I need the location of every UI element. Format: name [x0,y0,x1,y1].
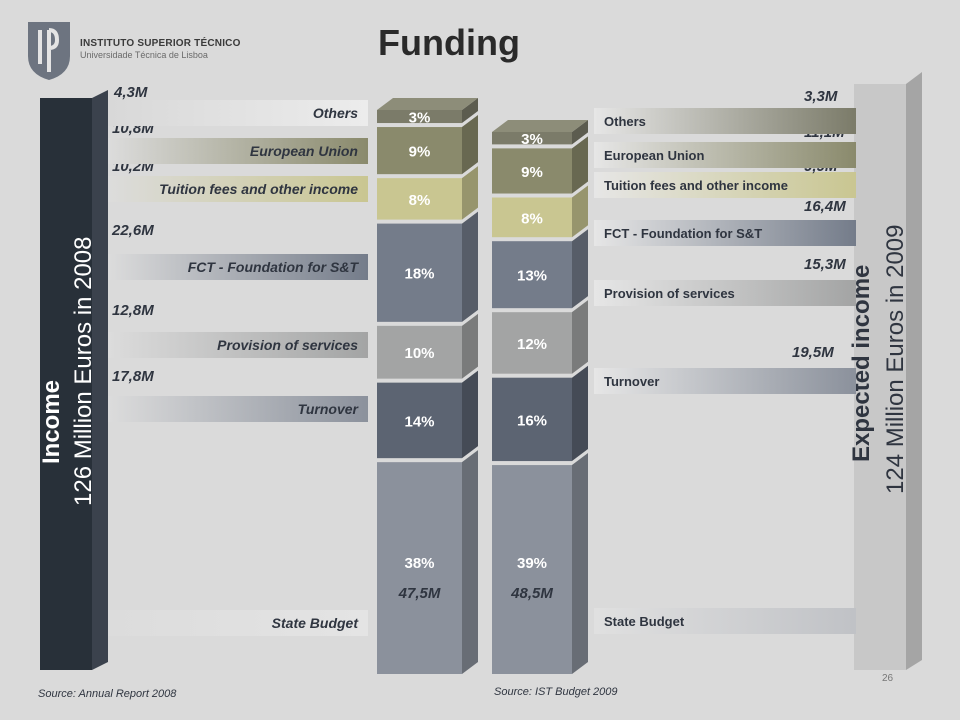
bar-label-fct-foundation-for-s-t-2008: 18% [404,266,434,283]
bar-label-european-union-2009: 9% [521,164,543,181]
bar-amount-state-budget-2008: 47,5M [398,585,441,602]
bar-label-provision-of-services-2008: 10% [404,345,434,362]
amount-left-fct-foundation-for-s-t: 22,6M [112,222,154,239]
amount-left-turnover: 17,8M [112,368,154,385]
bar-segment-turnover-2008 [377,370,478,459]
university-name: Universidade Técnica de Lisboa [80,50,208,60]
bar-label-tuition-fees-and-other-income-2009: 8% [521,210,543,227]
right-income-column [854,72,922,670]
bar-segment-european-union-2009 [492,136,588,194]
left-source: Source: Annual Report 2008 [38,688,177,700]
left-income-column [40,90,108,670]
legend-left-turnover: Turnover [108,396,368,422]
institution-name: INSTITUTO SUPERIOR TÉCNICO [80,38,241,49]
bar-segment-fct-foundation-for-s-t-2009 [492,229,588,309]
bar-label-state-budget-2008: 38% [404,555,434,572]
ist-logo-icon [28,22,70,80]
bar-label-state-budget-2009: 39% [517,555,547,572]
bar-segment-others-2008 [377,98,478,124]
bar-segment-european-union-2008 [377,115,478,175]
amount-right-others: 3,3M [804,88,838,105]
right-source: Source: IST Budget 2009 [494,686,618,698]
legend-left-state-budget: State Budget [108,610,368,636]
legend-right-others: Others [594,108,856,134]
bar-segment-fct-foundation-for-s-t-2008 [377,211,478,322]
legend-right-tuition-fees-and-other-income: Tuition fees and other income [594,172,856,198]
legend-left-tuition-fees-and-other-income: Tuition fees and other income [108,176,368,202]
legend-right-turnover: Turnover [594,368,856,394]
bar-segment-turnover-2009 [492,365,588,462]
bar-label-tuition-fees-and-other-income-2008: 8% [409,192,431,209]
page-title: Funding [378,22,520,63]
amount-right-turnover: 19,5M [792,344,834,361]
legend-left-fct-foundation-for-s-t: FCT - Foundation for S&T [108,254,368,280]
bar-label-fct-foundation-for-s-t-2009: 13% [517,268,547,285]
bar-label-others-2009: 3% [521,131,543,148]
bar-label-provision-of-services-2009: 12% [517,336,547,353]
amount-left-others: 4,3M [114,84,148,101]
bar-label-european-union-2008: 9% [409,144,431,161]
bar-segment-state-budget-2008 [377,450,478,674]
legend-left-others: Others [108,100,368,126]
legend-left-european-union: European Union [108,138,368,164]
bar-segment-others-2009 [492,120,588,145]
legend-right-fct-foundation-for-s-t: FCT - Foundation for S&T [594,220,856,246]
bar-amount-state-budget-2009: 48,5M [510,585,553,602]
bar-segment-tuition-fees-and-other-income-2009 [492,185,588,238]
amount-left-provision-of-services: 12,8M [112,302,154,319]
bar-label-others-2008: 3% [409,110,431,127]
bar-segment-provision-of-services-2009 [492,300,588,374]
bar-label-turnover-2009: 16% [517,412,547,429]
amount-right-provision-of-services: 15,3M [804,256,846,273]
bar-segment-state-budget-2009 [492,453,588,674]
legend-right-state-budget: State Budget [594,608,856,634]
legend-right-european-union: European Union [594,142,856,168]
amount-right-fct-foundation-for-s-t: 16,4M [804,198,846,215]
legend-right-provision-of-services: Provision of services [594,280,856,306]
legend-left-provision-of-services: Provision of services [108,332,368,358]
page-number: 26 [882,673,894,684]
bar-segment-tuition-fees-and-other-income-2008 [377,166,478,220]
bar-segment-provision-of-services-2008 [377,313,478,379]
bar-label-turnover-2008: 14% [404,413,434,430]
